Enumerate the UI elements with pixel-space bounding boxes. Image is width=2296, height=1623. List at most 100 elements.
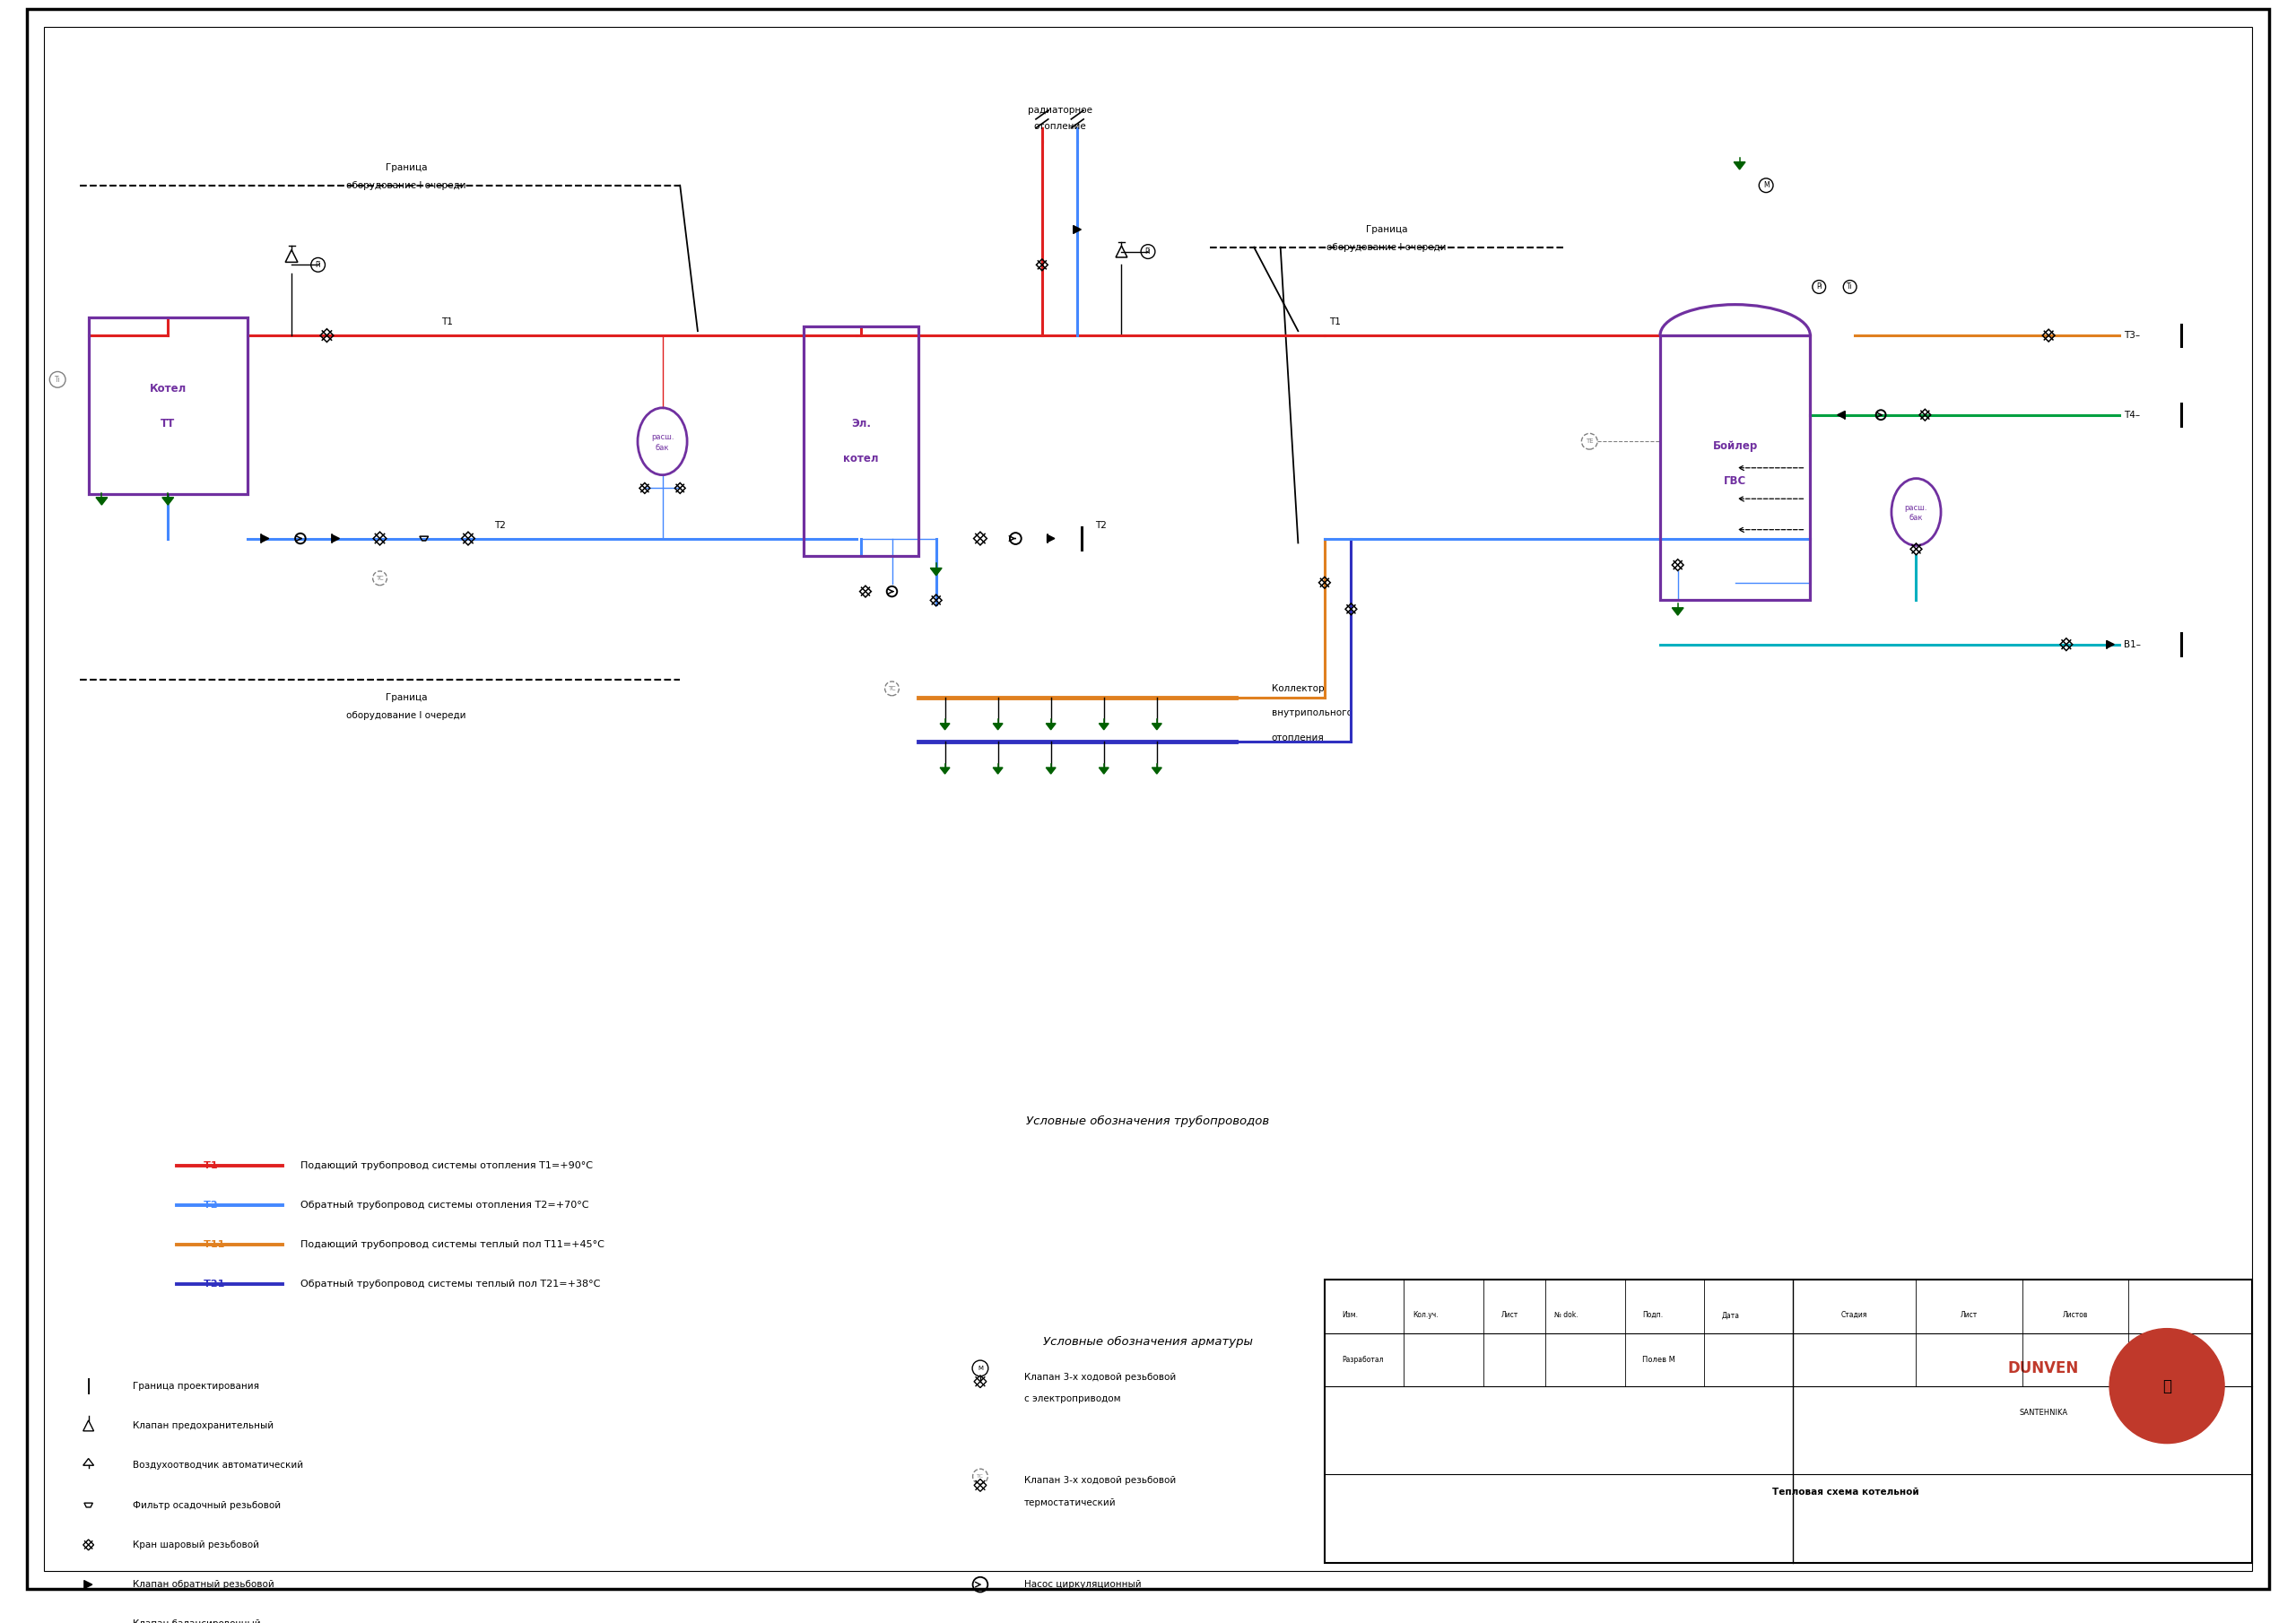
Text: 🐕: 🐕	[2163, 1378, 2172, 1394]
Text: котел: котел	[843, 453, 879, 464]
Polygon shape	[163, 497, 174, 505]
Text: радиаторное: радиаторное	[1026, 105, 1093, 115]
Text: Клапан предохранительный: Клапан предохранительный	[133, 1422, 273, 1430]
Text: Насос циркуляционный: Насос циркуляционный	[1024, 1581, 1141, 1589]
Text: SANTEHNIKA: SANTEHNIKA	[2018, 1409, 2069, 1417]
Text: Бойлер: Бойлер	[1713, 440, 1759, 451]
Text: T4–: T4–	[2124, 411, 2140, 419]
Polygon shape	[994, 768, 1003, 774]
Polygon shape	[930, 568, 941, 576]
Text: оборудование I очереди: оборудование I очереди	[347, 711, 466, 719]
Text: Подающий трубопровод системы отопления Т1=+90°С: Подающий трубопровод системы отопления Т…	[301, 1160, 592, 1170]
Text: —Т1—: —Т1—	[195, 1160, 227, 1170]
Text: Подп.: Подп.	[1642, 1311, 1662, 1319]
Text: Ti: Ti	[1846, 282, 1853, 291]
Polygon shape	[994, 724, 1003, 730]
Text: Обратный трубопровод системы отопления Т2=+70°С: Обратный трубопровод системы отопления Т…	[301, 1201, 588, 1209]
Text: |: |	[85, 1378, 92, 1394]
Polygon shape	[1075, 226, 1081, 234]
Text: T3–: T3–	[2124, 331, 2140, 339]
Bar	[804, 326, 918, 557]
Text: —Т11—: —Т11—	[195, 1240, 234, 1250]
Text: оборудование I очереди: оборудование I очереди	[347, 180, 466, 190]
Text: Клапан обратный резьбовой: Клапан обратный резьбовой	[133, 1581, 273, 1589]
Text: Котел: Котел	[149, 383, 186, 394]
Text: внутрипольного: внутрипольного	[1272, 709, 1352, 717]
Text: Граница: Граница	[1366, 226, 1407, 234]
Text: бак: бак	[1910, 514, 1924, 523]
Polygon shape	[939, 724, 951, 730]
Text: Лист: Лист	[1502, 1311, 1518, 1319]
Circle shape	[2110, 1329, 2225, 1443]
Text: DUNVEN: DUNVEN	[2007, 1360, 2078, 1376]
Text: TC: TC	[889, 687, 895, 691]
Text: Лист: Лист	[1961, 1311, 1977, 1319]
Text: Граница проектирования: Граница проектирования	[133, 1381, 259, 1391]
Text: отопление: отопление	[1033, 122, 1086, 130]
Text: Обратный трубопровод системы теплый пол Т21=+38°С: Обратный трубопровод системы теплый пол …	[301, 1281, 599, 1289]
Bar	[1325, 1281, 2252, 1563]
Text: ТТ: ТТ	[161, 417, 174, 430]
Text: термостатический: термостатический	[1024, 1498, 1116, 1508]
Polygon shape	[1047, 534, 1054, 542]
Polygon shape	[2108, 641, 2115, 648]
Text: T1: T1	[1329, 318, 1341, 326]
Text: T2: T2	[494, 521, 505, 529]
Text: Коллектор: Коллектор	[1272, 683, 1325, 693]
Polygon shape	[939, 768, 951, 774]
Text: расш.: расш.	[1906, 503, 1929, 511]
Text: бак: бак	[654, 443, 670, 451]
Text: ГВС: ГВС	[1724, 476, 1747, 487]
Text: Клапан балансировочный: Клапан балансировочный	[133, 1620, 259, 1623]
Polygon shape	[333, 534, 340, 542]
Text: Ti: Ti	[55, 375, 60, 383]
Text: M: M	[1763, 182, 1768, 190]
Text: Разработал: Разработал	[1343, 1355, 1384, 1363]
Text: № dok.: № dok.	[1554, 1311, 1577, 1319]
Text: M: M	[978, 1365, 983, 1371]
Text: Полев М: Полев М	[1642, 1355, 1676, 1363]
Text: Условные обозначения трубопроводов: Условные обозначения трубопроводов	[1026, 1115, 1270, 1126]
Text: отопления: отопления	[1272, 734, 1325, 742]
Text: Подающий трубопровод системы теплый пол Т11=+45°С: Подающий трубопровод системы теплый пол …	[301, 1240, 604, 1250]
Text: Кол.уч.: Кол.уч.	[1412, 1311, 1440, 1319]
Polygon shape	[1671, 607, 1683, 615]
Text: Pi: Pi	[315, 261, 321, 269]
Bar	[1660, 336, 1809, 601]
Text: TC: TC	[976, 1474, 983, 1479]
Text: —Т21—: —Т21—	[195, 1281, 234, 1289]
Polygon shape	[1047, 768, 1056, 774]
Text: Тепловая схема котельной: Тепловая схема котельной	[1773, 1487, 1919, 1496]
Text: Граница: Граница	[386, 693, 427, 701]
Text: T2: T2	[1095, 521, 1107, 529]
Polygon shape	[1153, 768, 1162, 774]
Text: Листов: Листов	[2062, 1311, 2087, 1319]
Polygon shape	[1153, 724, 1162, 730]
Text: Стадия: Стадия	[1841, 1311, 1867, 1319]
Polygon shape	[85, 1581, 92, 1589]
Text: Условные обозначения арматуры: Условные обозначения арматуры	[1042, 1336, 1254, 1347]
Text: Клапан 3-х ходовой резьбовой: Клапан 3-х ходовой резьбовой	[1024, 1477, 1176, 1485]
Text: расш.: расш.	[652, 433, 673, 441]
Bar	[90, 318, 248, 495]
Polygon shape	[1837, 411, 1846, 419]
Text: Воздухоотводчик автоматический: Воздухоотводчик автоматический	[133, 1461, 303, 1470]
Text: Pi: Pi	[1146, 248, 1150, 256]
Text: Граница: Граница	[386, 164, 427, 172]
Text: TC: TC	[377, 576, 383, 581]
Polygon shape	[1047, 724, 1056, 730]
Text: Изм.: Изм.	[1343, 1311, 1359, 1319]
Text: оборудование I очереди: оборудование I очереди	[1327, 242, 1446, 252]
Text: —Т2—: —Т2—	[195, 1201, 227, 1209]
Text: B1–: B1–	[2124, 639, 2140, 649]
Text: Фильтр осадочный резьбовой: Фильтр осадочный резьбовой	[133, 1501, 280, 1509]
Polygon shape	[262, 534, 269, 542]
Polygon shape	[1733, 162, 1745, 169]
Text: Pi: Pi	[1816, 282, 1823, 291]
Text: Клапан 3-х ходовой резьбовой: Клапан 3-х ходовой резьбовой	[1024, 1373, 1176, 1381]
Text: Кран шаровый резьбовой: Кран шаровый резьбовой	[133, 1540, 259, 1550]
Text: T1: T1	[441, 318, 452, 326]
Text: Дата: Дата	[1722, 1311, 1740, 1319]
Polygon shape	[1100, 724, 1109, 730]
Text: Эл.: Эл.	[852, 417, 870, 430]
